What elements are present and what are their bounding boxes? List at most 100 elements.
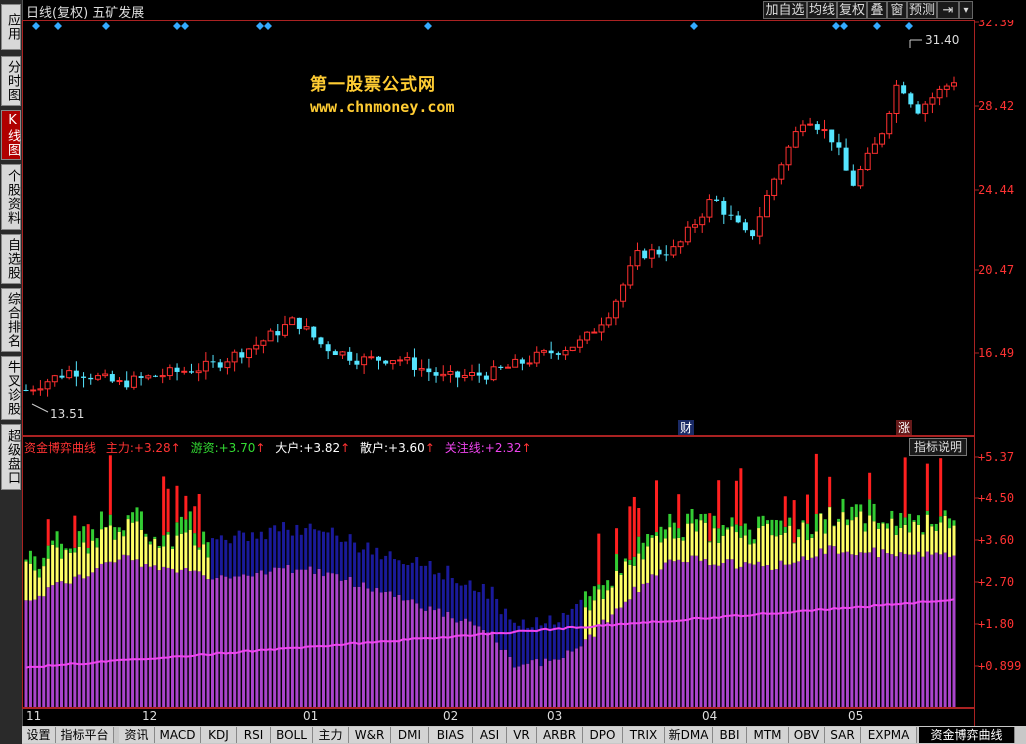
indicator-name[interactable]: 资金博弈曲线 (24, 441, 97, 455)
event-diamond-icon[interactable] (256, 22, 264, 30)
event-diamond-icon[interactable] (102, 22, 110, 30)
event-diamond-icon[interactable] (832, 22, 840, 30)
tab-arbr[interactable]: ARBR (537, 727, 583, 743)
tab-macd[interactable]: MACD (155, 727, 201, 743)
tab-kdj[interactable]: KDJ (201, 727, 237, 743)
event-diamond-icon[interactable] (54, 22, 62, 30)
candle-body (44, 381, 51, 390)
kline-chart[interactable]: 32.39 28.42 24.44 20.47 16.49 +5.37 +4.5… (22, 20, 1026, 726)
tab-bbi[interactable]: BBI (713, 727, 747, 743)
retail-bar (313, 529, 317, 574)
base-bar (432, 610, 436, 707)
big-holder-bar (734, 532, 738, 569)
big-holder-bar (588, 610, 592, 635)
price-tick-label: 32.39 (978, 20, 1014, 29)
candle-body (325, 344, 331, 352)
big-holder-bar (113, 539, 117, 563)
event-diamond-icon[interactable] (905, 22, 913, 30)
moving-average-button[interactable]: 均线 (807, 1, 837, 19)
limit-up-marker[interactable]: 涨 (896, 420, 912, 435)
event-diamond-icon[interactable] (181, 22, 189, 30)
event-diamond-icon[interactable] (873, 22, 881, 30)
main-force-bar (868, 472, 872, 500)
tab-expma[interactable]: EXPMA (861, 727, 917, 743)
sidebar-item-watchlist[interactable]: 自选股 (1, 234, 21, 284)
sidebar-item-intraday[interactable]: 分时图 (1, 56, 21, 106)
legend-main-force: 主力:+3.28↑ (105, 441, 181, 455)
base-bar (544, 658, 548, 707)
candle-body (605, 317, 612, 326)
tab-news[interactable]: 资讯 (119, 727, 155, 743)
overlay-button[interactable]: 叠 (867, 1, 887, 19)
main-force-bar (637, 508, 641, 537)
big-holder-bar (126, 519, 130, 556)
big-holder-bar (930, 526, 934, 555)
candle-body (59, 375, 65, 378)
window-button[interactable]: 窗 (887, 1, 907, 19)
tab-mtm[interactable]: MTM (747, 727, 789, 743)
tab-trix[interactable]: TRIX (623, 727, 665, 743)
candle-body (440, 373, 447, 377)
event-diamond-icon[interactable] (264, 22, 272, 30)
hot-money-bar (912, 520, 916, 522)
hot-money-bar (903, 517, 907, 525)
event-diamond-icon[interactable] (173, 22, 181, 30)
tab-sar[interactable]: SAR (825, 727, 861, 743)
tab-new-dma[interactable]: 新DMA (665, 727, 713, 743)
sidebar-item-super-quote[interactable]: 超级盘口 (1, 424, 21, 490)
base-bar (348, 576, 352, 707)
adjust-button[interactable]: 复权 (837, 1, 867, 19)
tab-indicator-platform[interactable]: 指标平台 (56, 727, 114, 743)
candle-body (145, 375, 152, 379)
event-diamond-icon[interactable] (32, 22, 40, 30)
big-holder-bar (659, 542, 663, 570)
sidebar-item-app[interactable]: 应用 (1, 4, 21, 50)
tab-settings[interactable]: 设置 (22, 727, 56, 743)
tab-rsi[interactable]: RSI (237, 727, 271, 743)
candle-body (455, 371, 461, 378)
event-diamond-icon[interactable] (840, 22, 848, 30)
main-force-bar (46, 519, 50, 546)
tab-capital-game-curve[interactable]: 资金博弈曲线 (919, 727, 1015, 743)
forecast-button[interactable]: 预测 (907, 1, 937, 19)
tab-bias[interactable]: BIAS (429, 727, 473, 743)
tab-asi[interactable]: ASI (473, 727, 507, 743)
sidebar-item-ranking[interactable]: 综合排名 (1, 288, 21, 352)
tab-obv[interactable]: OBV (789, 727, 825, 743)
finance-marker[interactable]: 财 (678, 420, 694, 435)
sidebar-item-kline[interactable]: K线图 (1, 110, 21, 160)
indicator-bars (24, 453, 956, 707)
retail-bar (335, 535, 339, 575)
candle-body (389, 360, 396, 365)
tab-vr[interactable]: VR (507, 727, 537, 743)
tab-main-force[interactable]: 主力 (313, 727, 349, 743)
base-bar (171, 568, 175, 707)
export-icon[interactable]: ⇥ (937, 1, 959, 19)
base-bar (805, 560, 809, 707)
tab-dmi[interactable]: DMI (391, 727, 429, 743)
candle-body (519, 359, 525, 364)
big-holder-bar (863, 531, 867, 553)
base-bar (677, 559, 681, 707)
base-bar (712, 564, 716, 707)
sidebar-item-stock-info[interactable]: 个股资料 (1, 164, 21, 230)
tab-wr[interactable]: W&R (349, 727, 391, 743)
sidebar-item-diagnosis[interactable]: 牛叉诊股 (1, 356, 21, 420)
candle-body (663, 254, 669, 256)
retail-bar (575, 603, 579, 649)
hot-money-bar (845, 519, 849, 526)
event-markers[interactable] (32, 22, 913, 30)
indicator-help-button[interactable]: 指标说明 (909, 438, 967, 456)
candle-body (555, 353, 561, 355)
dropdown-icon[interactable]: ▾ (959, 1, 973, 19)
main-force-bar (939, 458, 943, 517)
tab-dpo[interactable]: DPO (583, 727, 623, 743)
main-force-bar (108, 455, 112, 515)
add-watchlist-button[interactable]: 加自选 (763, 1, 807, 19)
base-bar (77, 574, 81, 707)
big-holder-bar (623, 561, 627, 602)
tab-boll[interactable]: BOLL (271, 727, 313, 743)
event-diamond-icon[interactable] (424, 22, 432, 30)
hot-money-bar (95, 538, 99, 548)
event-diamond-icon[interactable] (690, 22, 698, 30)
